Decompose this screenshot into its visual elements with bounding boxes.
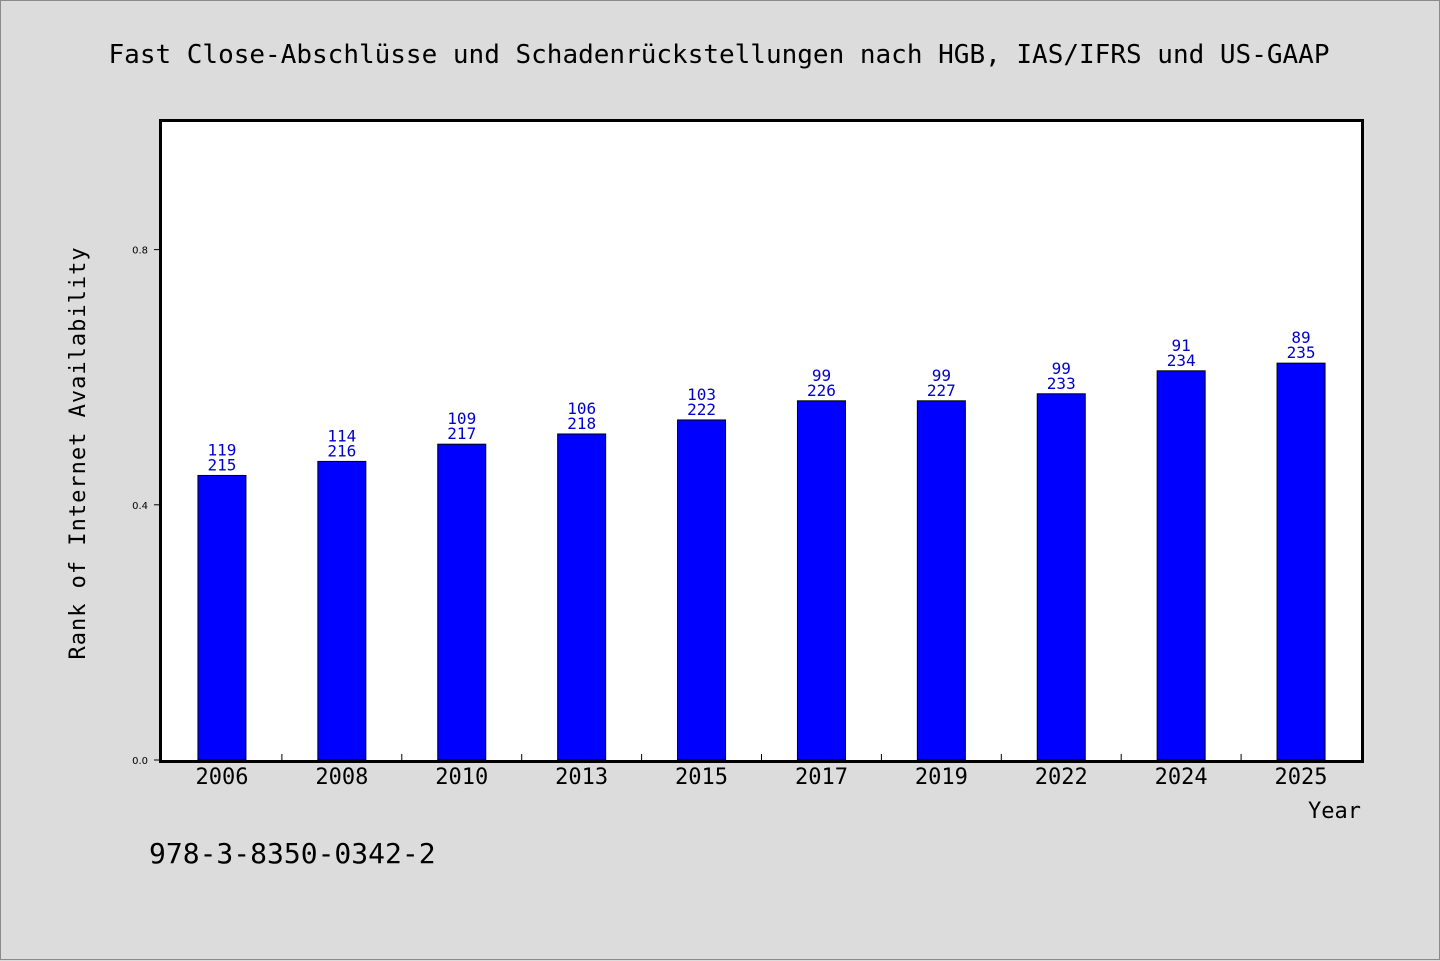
x-tick-label: 2019: [915, 765, 968, 790]
x-tick-label: 2025: [1275, 765, 1328, 790]
x-tick-label: 2008: [315, 765, 368, 790]
bar-2013: [557, 433, 607, 761]
y-axis-label: Rank of Internet Availability: [66, 246, 91, 659]
data-label-bottom: 227: [927, 381, 956, 400]
data-label-top: 106: [567, 399, 596, 418]
x-tick-label: 2022: [1035, 765, 1088, 790]
x-tick-label: 2024: [1155, 765, 1208, 790]
data-label-bottom: 216: [327, 441, 356, 460]
data-label-top: 99: [812, 366, 831, 385]
x-tick-label: 2017: [795, 765, 848, 790]
x-tick-label: 2006: [195, 765, 248, 790]
bar-2008: [317, 460, 367, 761]
bar-2006: [197, 474, 247, 761]
y-tick-label: 0.8: [132, 246, 148, 257]
data-labels: 1192151142161092171062181032229922699227…: [207, 328, 1315, 474]
y-tick-label: 0.4: [132, 501, 148, 512]
x-axis-label: Year: [1308, 799, 1361, 824]
data-label-bottom: 235: [1287, 343, 1316, 362]
isbn-footer: 978-3-8350-0342-2: [149, 837, 436, 870]
data-label-top: 114: [327, 426, 356, 445]
y-axis-ticks: 0.0 0.4 0.8: [132, 246, 162, 767]
data-label-bottom: 218: [567, 414, 596, 433]
bar-2019: [916, 400, 966, 761]
x-tick-label: 2015: [675, 765, 728, 790]
bars: [197, 362, 1326, 761]
data-label-top: 119: [207, 440, 236, 459]
bar-2022: [1036, 393, 1086, 761]
data-label-top: 109: [447, 409, 476, 428]
x-tick-label: 2010: [435, 765, 488, 790]
data-label-bottom: 233: [1047, 374, 1076, 393]
x-axis-ticks: 2006 2008 2010 2013 2015 2017 2019 2022 2024 2025: [195, 754, 1328, 790]
y-tick-label: 0.0: [132, 756, 148, 767]
data-label-top: 89: [1291, 328, 1310, 347]
bar-2010: [437, 443, 487, 761]
data-label-bottom: 234: [1167, 351, 1196, 370]
data-label-top: 103: [687, 385, 716, 404]
data-label-bottom: 222: [687, 400, 716, 419]
bar-2017: [796, 400, 846, 761]
data-label-top: 99: [1052, 359, 1071, 378]
data-label-top: 99: [932, 366, 951, 385]
x-tick-label: 2013: [555, 765, 608, 790]
data-label-bottom: 215: [207, 455, 236, 474]
bar-2024: [1156, 370, 1206, 761]
bar-2025: [1276, 362, 1326, 761]
data-label-top: 91: [1172, 336, 1191, 355]
data-label-bottom: 226: [807, 381, 836, 400]
bar-2015: [677, 419, 727, 761]
data-label-bottom: 217: [447, 424, 476, 443]
chart-title: Fast Close-Abschlüsse und Schadenrückste…: [109, 40, 1330, 70]
